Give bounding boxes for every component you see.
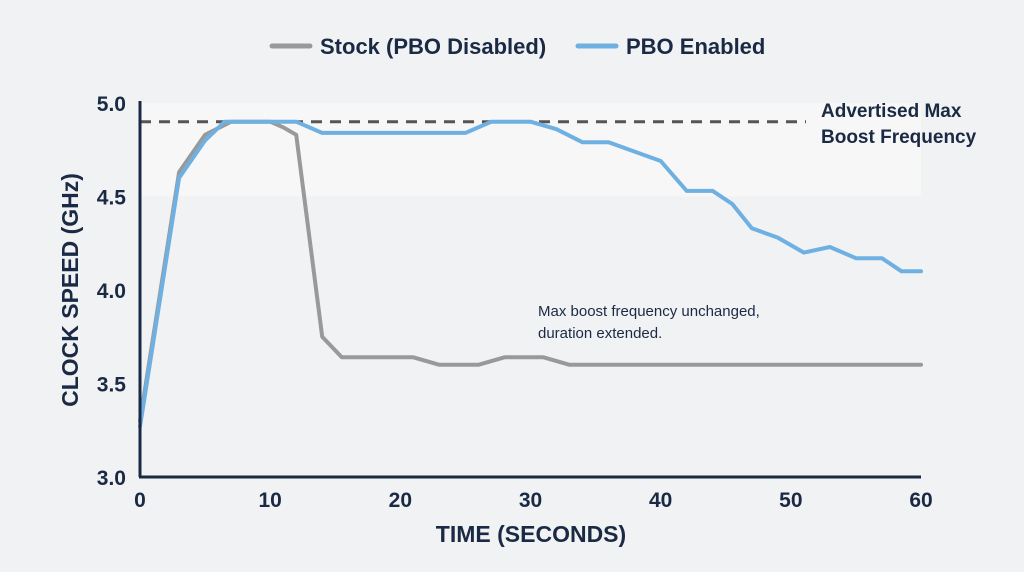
x-tick-label: 10	[258, 489, 281, 512]
x-axis-title: TIME (SECONDS)	[436, 521, 626, 547]
x-tick-label: 50	[779, 489, 802, 512]
series-line-pbo	[138, 119, 923, 429]
y-tick-label: 5.0	[97, 93, 126, 116]
y-axis-title: CLOCK SPEED (GHz)	[57, 173, 83, 407]
y-tick-label: 3.5	[97, 374, 127, 397]
x-tick-label: 20	[389, 489, 412, 512]
x-tick-label: 0	[134, 489, 146, 512]
y-tick-label: 4.5	[97, 187, 127, 210]
y-tick-label: 3.0	[97, 467, 126, 490]
advertised-max-label-line2: Boost Frequency	[821, 127, 977, 148]
y-tick-labels: 3.0 3.5 4.0 4.5 5.0	[97, 93, 127, 490]
x-tick-label: 30	[519, 489, 542, 512]
legend: Stock (PBO Disabled) PBO Enabled	[269, 34, 765, 59]
legend-label-pbo: PBO Enabled	[626, 34, 765, 59]
legend-label-stock: Stock (PBO Disabled)	[320, 34, 546, 59]
annotation-line2: duration extended.	[538, 325, 662, 342]
advertised-max-label-line1: Advertised Max	[821, 101, 962, 122]
x-tick-label: 60	[909, 489, 932, 512]
x-tick-label: 40	[649, 489, 672, 512]
x-tick-labels: 0 10 20 30 40 50 60	[134, 489, 933, 512]
annotation-line1: Max boost frequency unchanged,	[538, 303, 760, 320]
upper-range-band	[140, 103, 921, 197]
y-tick-label: 4.0	[97, 280, 126, 303]
